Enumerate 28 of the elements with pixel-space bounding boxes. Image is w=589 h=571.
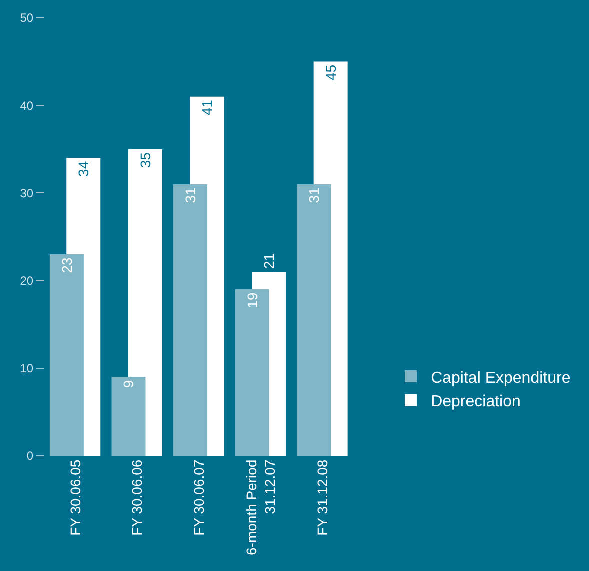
bar (297, 184, 332, 456)
data-label: 23 (58, 258, 75, 274)
data-label: 31 (182, 187, 199, 204)
x-tick-label: FY 31.12.08 (314, 460, 331, 536)
x-tick-label: FY 30.06.05 (67, 460, 84, 536)
y-tick-label: 50 (20, 11, 34, 26)
bar (50, 254, 84, 456)
y-tick-label: 0 (26, 449, 34, 464)
data-label: 21 (261, 253, 278, 270)
data-label: 41 (199, 100, 216, 116)
bar (235, 290, 270, 456)
data-label: 35 (137, 152, 154, 168)
legend-label: Depreciation (431, 394, 521, 411)
legend-label: Capital Expenditure (431, 370, 571, 387)
y-tick-label: 20 (20, 274, 34, 288)
x-tick-label: FY 30.06.07 (191, 460, 208, 536)
data-label: 9 (120, 380, 137, 388)
bar (174, 184, 208, 456)
data-label: 31 (306, 187, 322, 204)
data-label: 34 (76, 161, 92, 177)
data-label: 45 (322, 64, 339, 81)
y-tick-label: 10 (20, 362, 34, 376)
x-tick-label: 6-month Period 31.12.07 (244, 460, 278, 556)
data-label: 19 (244, 292, 260, 308)
bar (112, 377, 146, 456)
x-tick-label: FY 30.06.06 (129, 460, 146, 536)
y-tick-label: 30 (20, 186, 34, 200)
y-tick-label: 40 (20, 98, 34, 113)
